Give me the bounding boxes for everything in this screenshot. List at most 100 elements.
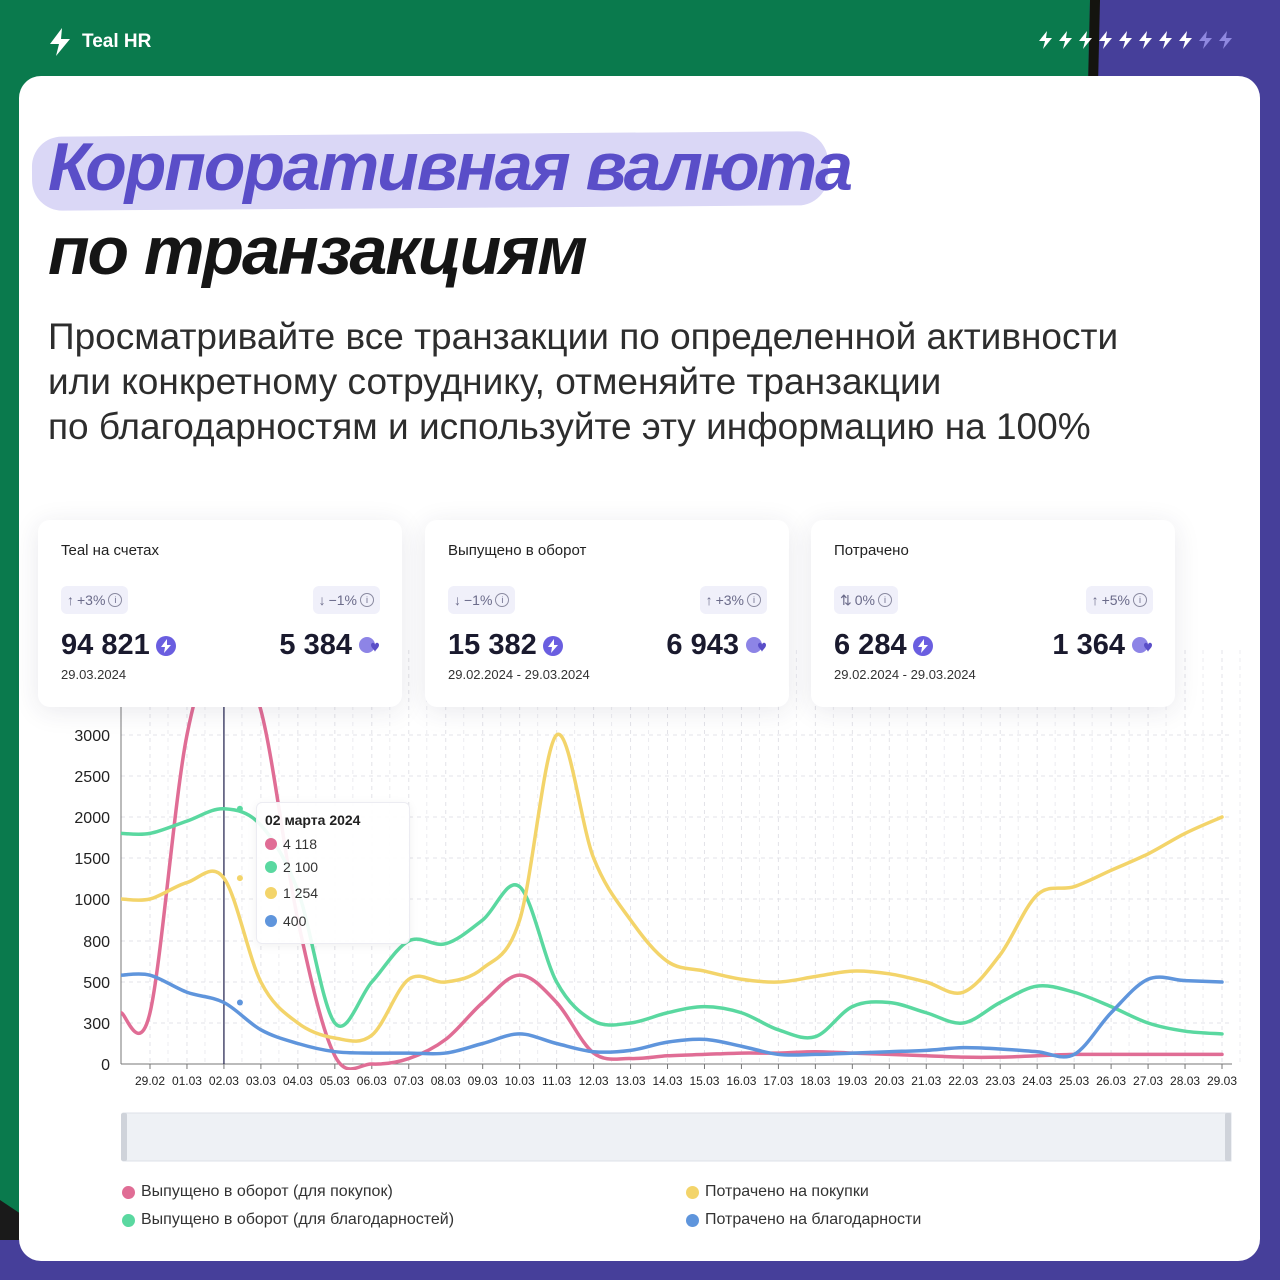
legend-label: Потрачено на благодарности: [705, 1211, 922, 1228]
info-icon[interactable]: i: [360, 593, 374, 607]
teal-logo-icon: [50, 28, 70, 56]
teal-coin-icon: [155, 635, 176, 656]
x-tick-label: 26.03: [1096, 1074, 1126, 1088]
range-handle-left[interactable]: [121, 1113, 127, 1161]
tooltip-value: 1 254: [283, 885, 319, 901]
kpi-value-thanks: 5 384: [279, 629, 380, 662]
x-tick-label: 20.03: [874, 1074, 904, 1088]
chip-value: 0%: [854, 592, 875, 608]
page-title-line2: по транзакциям: [48, 213, 588, 289]
kpi-title: Потрачено: [834, 542, 909, 559]
heart-coin-icon: [1132, 636, 1152, 653]
bolt-icon: [1219, 31, 1232, 49]
bolt-icon: [1079, 31, 1092, 49]
brand-name: Teal HR: [82, 31, 152, 52]
tooltip-value: 4 118: [283, 836, 317, 852]
x-tick-label: 04.03: [283, 1074, 313, 1088]
legend-dot: [686, 1213, 699, 1227]
kpi-date: 29.02.2024 - 29.03.2024: [448, 667, 590, 682]
series-dot: [265, 861, 277, 873]
x-tick-label: 13.03: [616, 1074, 646, 1088]
kpi-change-chip: ⇅ 0% i: [834, 586, 898, 614]
x-tick-label: 27.03: [1133, 1074, 1163, 1088]
data-point: [236, 805, 243, 812]
y-tick-label: 0: [101, 1057, 110, 1074]
range-slider[interactable]: [122, 1112, 1232, 1162]
kpi-change-chip: ↑ +5% i: [1085, 586, 1153, 614]
x-tick-label: 16.03: [726, 1074, 756, 1088]
bolt-icon: [1039, 31, 1052, 49]
y-tick-label: 3000: [74, 728, 110, 745]
kpi-value-thanks: 6 943: [666, 629, 767, 662]
chip-value: +3%: [77, 592, 106, 608]
y-tick-label: 1500: [74, 851, 110, 868]
x-tick-label: 01.03: [172, 1074, 202, 1088]
kpi-value: 5 384: [279, 629, 352, 661]
heart-coin-icon: [359, 636, 379, 653]
info-icon[interactable]: i: [1133, 593, 1147, 607]
bolt-icon: [1099, 31, 1112, 49]
series-dot: [265, 838, 277, 850]
subtitle-line: или конкретному сотруднику, отменяйте тр…: [48, 361, 942, 402]
info-icon[interactable]: i: [108, 593, 123, 607]
legend-item[interactable]: Потрачено на покупки: [686, 1183, 869, 1201]
range-handle-right[interactable]: [1225, 1113, 1231, 1161]
kpi-date: 29.03.2024: [61, 667, 127, 682]
x-tick-label: 21.03: [911, 1074, 941, 1088]
x-tick-label: 15.03: [689, 1074, 719, 1088]
info-icon[interactable]: i: [495, 593, 510, 607]
x-tick-label: 17.03: [763, 1074, 793, 1088]
data-point: [236, 999, 243, 1006]
legend-label: Выпущено в оборот (для благодарностей): [141, 1211, 455, 1228]
x-tick-label: 23.03: [985, 1074, 1015, 1088]
kpi-value-teal: 94 821: [61, 629, 176, 662]
arrow-icon: ↑: [1091, 592, 1099, 608]
chip-value: −1%: [464, 592, 493, 608]
bolt-icon: [1059, 31, 1072, 49]
x-tick-label: 12.03: [579, 1074, 609, 1088]
x-tick-label: 14.03: [653, 1074, 683, 1088]
x-tick-label: 24.03: [1022, 1074, 1052, 1088]
kpi-card: Выпущено в оборот ↓ −1% i ↑ +3% i 15 382 6 943 29…: [425, 520, 789, 707]
teal-coin-icon: [542, 635, 563, 656]
legend-item[interactable]: Выпущено в оборот (для благодарностей): [122, 1211, 454, 1229]
legend-label: Потрачено на покупки: [705, 1183, 869, 1200]
arrow-icon: ↓: [454, 592, 461, 608]
y-tick-label: 1000: [74, 892, 110, 909]
subtitle-line: Просматривайте все транзакции по определ…: [48, 316, 1119, 357]
x-tick-label: 22.03: [948, 1074, 978, 1088]
kpi-value: 94 821: [61, 629, 150, 661]
legend-item[interactable]: Выпущено в оборот (для покупок): [122, 1183, 393, 1201]
series-line: [121, 732, 1224, 1043]
y-tick-label: 800: [83, 934, 110, 951]
kpi-change-chip: ↑ +3% i: [699, 586, 767, 614]
kpi-change-chip: ↑ +3% i: [61, 586, 129, 614]
x-tick-label: 03.03: [246, 1074, 276, 1088]
kpi-value-teal: 15 382: [448, 629, 563, 662]
x-tick-label: 11.03: [542, 1074, 571, 1088]
page-subtitle: Просматривайте все транзакции по определ…: [48, 314, 1228, 449]
x-tick-label: 06.03: [357, 1074, 387, 1088]
legend-dot: [122, 1213, 135, 1227]
chip-value: +5%: [1101, 592, 1130, 608]
tooltip-row: 2 100: [265, 859, 318, 875]
info-icon[interactable]: i: [877, 593, 892, 607]
y-tick-label: 300: [83, 1016, 110, 1033]
kpi-card: Teal на счетах ↑ +3% i ↓ −1% i 94 821 5 384 29.03…: [38, 520, 402, 707]
tooltip-value: 400: [283, 913, 307, 929]
tooltip-row: 1 254: [265, 885, 318, 901]
data-point: [236, 875, 243, 882]
x-tick-label: 25.03: [1059, 1074, 1089, 1088]
info-icon[interactable]: i: [747, 593, 761, 607]
bolt-icons: [1037, 30, 1234, 50]
legend-label: Выпущено в оборот (для покупок): [141, 1183, 393, 1200]
legend-item[interactable]: Потрачено на благодарности: [686, 1211, 921, 1229]
series-dot: [265, 887, 277, 899]
x-tick-label: 08.03: [431, 1074, 461, 1088]
tooltip-row: 4 118: [265, 836, 317, 852]
tooltip-value: 2 100: [283, 859, 319, 875]
bolt-icon: [1139, 31, 1152, 49]
arrow-icon: ↑: [705, 592, 713, 608]
kpi-value: 6 943: [666, 629, 739, 661]
tooltip-row: 400: [265, 913, 306, 929]
